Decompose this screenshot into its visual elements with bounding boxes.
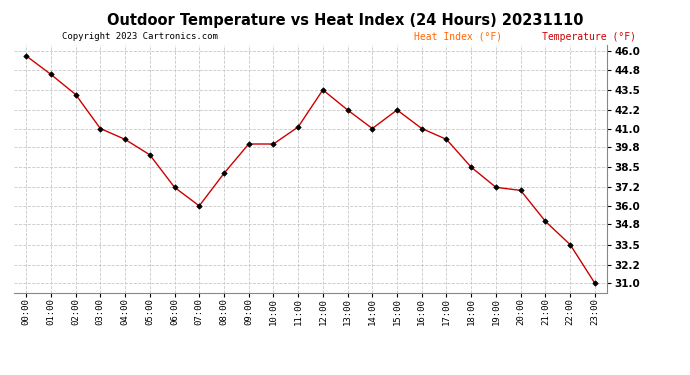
Text: Temperature (°F): Temperature (°F): [542, 32, 635, 42]
Text: Outdoor Temperature vs Heat Index (24 Hours) 20231110: Outdoor Temperature vs Heat Index (24 Ho…: [107, 13, 583, 28]
Text: Copyright 2023 Cartronics.com: Copyright 2023 Cartronics.com: [62, 32, 218, 41]
Text: Heat Index (°F): Heat Index (°F): [414, 32, 508, 42]
